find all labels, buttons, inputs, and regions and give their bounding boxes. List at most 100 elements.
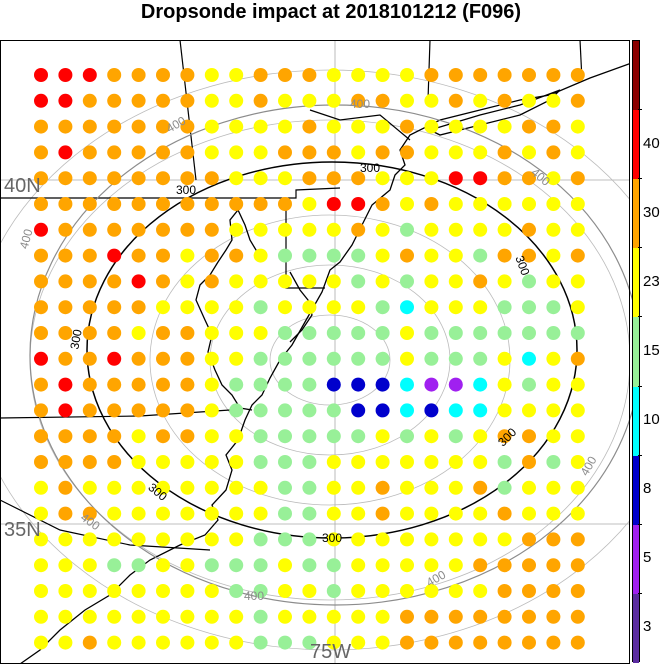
impact-point bbox=[34, 506, 48, 521]
impact-point bbox=[522, 93, 536, 108]
impact-point bbox=[131, 377, 146, 392]
impact-point bbox=[522, 480, 536, 495]
impact-point bbox=[326, 351, 341, 366]
impact-point bbox=[546, 429, 561, 444]
impact-point bbox=[156, 455, 170, 469]
impact-point bbox=[473, 532, 488, 547]
impact-point bbox=[375, 171, 390, 186]
impact-point bbox=[58, 609, 73, 624]
impact-point bbox=[253, 377, 268, 392]
impact-point bbox=[180, 171, 195, 186]
impact-point bbox=[497, 635, 512, 650]
impact-point bbox=[546, 68, 561, 82]
impact-point bbox=[180, 300, 195, 315]
impact-point bbox=[131, 248, 146, 263]
impact-point bbox=[546, 326, 561, 340]
impact-point bbox=[156, 248, 170, 263]
impact-point bbox=[570, 222, 585, 237]
impact-point bbox=[326, 326, 341, 340]
impact-point bbox=[497, 558, 512, 573]
impact-point bbox=[278, 403, 292, 418]
impact-point bbox=[326, 609, 341, 624]
impact-point bbox=[546, 506, 561, 521]
impact-point bbox=[448, 403, 463, 418]
impact-point bbox=[546, 480, 561, 495]
impact-point bbox=[58, 171, 73, 186]
impact-point bbox=[302, 532, 317, 547]
impact-point bbox=[448, 222, 463, 237]
impact-point bbox=[229, 326, 244, 340]
impact-point bbox=[82, 274, 97, 289]
impact-point bbox=[229, 248, 244, 263]
impact-point bbox=[400, 300, 414, 315]
impact-point bbox=[253, 93, 268, 108]
impact-point bbox=[278, 635, 292, 650]
colorbar-tick-label: 10 bbox=[643, 411, 660, 429]
impact-point bbox=[570, 326, 585, 340]
colorbar-tick-label: 5 bbox=[643, 549, 652, 567]
impact-point bbox=[278, 609, 292, 624]
impact-point bbox=[375, 506, 390, 521]
impact-point bbox=[424, 351, 439, 366]
impact-point bbox=[424, 635, 439, 650]
impact-point bbox=[253, 558, 268, 573]
impact-point bbox=[58, 480, 73, 495]
impact-point bbox=[326, 403, 341, 418]
impact-point bbox=[34, 609, 48, 624]
impact-point bbox=[497, 532, 512, 547]
colorbar-segment bbox=[633, 110, 639, 180]
impact-point bbox=[448, 145, 463, 160]
impact-point bbox=[107, 119, 122, 134]
impact-point bbox=[497, 222, 512, 237]
impact-point bbox=[522, 171, 536, 186]
impact-point bbox=[229, 222, 244, 237]
impact-point bbox=[229, 635, 244, 650]
impact-point bbox=[253, 429, 268, 444]
impact-point bbox=[204, 300, 219, 315]
impact-point bbox=[375, 429, 390, 444]
impact-point bbox=[497, 93, 512, 108]
impact-point bbox=[34, 93, 48, 108]
impact-point bbox=[131, 532, 146, 547]
impact-point bbox=[473, 455, 488, 469]
impact-point bbox=[34, 429, 48, 444]
impact-point bbox=[400, 171, 414, 186]
impact-point bbox=[82, 326, 97, 340]
impact-point bbox=[473, 300, 488, 315]
impact-point bbox=[107, 197, 122, 211]
impact-point bbox=[546, 635, 561, 650]
impact-point bbox=[473, 609, 488, 624]
impact-point bbox=[229, 455, 244, 469]
impact-point bbox=[82, 609, 97, 624]
impact-point bbox=[253, 480, 268, 495]
impact-point bbox=[204, 377, 219, 392]
contour-label-400-ne: 400 bbox=[528, 165, 553, 189]
impact-point bbox=[326, 93, 341, 108]
impact-point bbox=[351, 377, 366, 392]
impact-point bbox=[107, 532, 122, 547]
impact-point bbox=[448, 68, 463, 82]
impact-point bbox=[58, 532, 73, 547]
impact-point bbox=[34, 635, 48, 650]
impact-point bbox=[326, 455, 341, 469]
impact-point bbox=[253, 403, 268, 418]
impact-point bbox=[473, 351, 488, 366]
impact-point bbox=[204, 609, 219, 624]
impact-point bbox=[131, 506, 146, 521]
impact-point bbox=[204, 119, 219, 134]
impact-point bbox=[253, 300, 268, 315]
impact-point bbox=[58, 248, 73, 263]
impact-point bbox=[156, 68, 170, 82]
impact-point bbox=[326, 635, 341, 650]
colorbar-segment bbox=[633, 317, 639, 387]
dropsonde-impact-map: 300 300 300 300 300 300 300 400 400 400 … bbox=[0, 40, 632, 664]
impact-point bbox=[34, 274, 48, 289]
impact-point bbox=[107, 429, 122, 444]
impact-point bbox=[302, 429, 317, 444]
impact-point bbox=[570, 351, 585, 366]
colorbar-tick-label: 30 bbox=[643, 203, 660, 221]
impact-point bbox=[351, 119, 366, 134]
impact-point bbox=[497, 145, 512, 160]
impact-point bbox=[448, 506, 463, 521]
contour-label-400-w: 400 bbox=[17, 227, 36, 250]
